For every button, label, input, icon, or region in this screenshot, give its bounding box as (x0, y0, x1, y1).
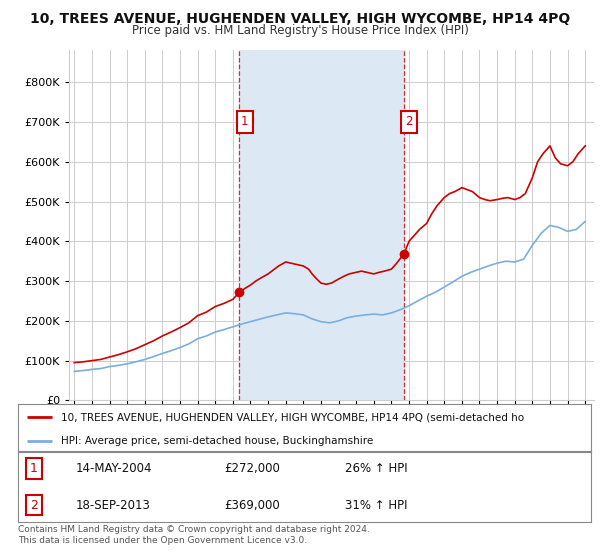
Text: 1: 1 (30, 462, 38, 475)
Text: 18-SEP-2013: 18-SEP-2013 (76, 498, 150, 512)
Text: 10, TREES AVENUE, HUGHENDEN VALLEY, HIGH WYCOMBE, HP14 4PQ: 10, TREES AVENUE, HUGHENDEN VALLEY, HIGH… (30, 12, 570, 26)
Text: HPI: Average price, semi-detached house, Buckinghamshire: HPI: Average price, semi-detached house,… (61, 436, 373, 446)
Text: Price paid vs. HM Land Registry's House Price Index (HPI): Price paid vs. HM Land Registry's House … (131, 24, 469, 36)
Text: 31% ↑ HPI: 31% ↑ HPI (344, 498, 407, 512)
Text: 2: 2 (30, 498, 38, 512)
Text: 10, TREES AVENUE, HUGHENDEN VALLEY, HIGH WYCOMBE, HP14 4PQ (semi-detached ho: 10, TREES AVENUE, HUGHENDEN VALLEY, HIGH… (61, 412, 524, 422)
Text: £369,000: £369,000 (224, 498, 280, 512)
Bar (239, 50, 404, 400)
Text: 2: 2 (406, 115, 413, 128)
Text: Contains HM Land Registry data © Crown copyright and database right 2024.
This d: Contains HM Land Registry data © Crown c… (18, 525, 370, 545)
Text: 26% ↑ HPI: 26% ↑ HPI (344, 462, 407, 475)
Text: 1: 1 (241, 115, 248, 128)
Text: 14-MAY-2004: 14-MAY-2004 (76, 462, 152, 475)
Text: £272,000: £272,000 (224, 462, 280, 475)
